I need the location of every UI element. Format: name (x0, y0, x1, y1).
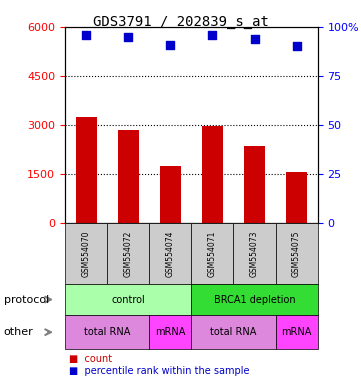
Text: other: other (4, 327, 33, 337)
Text: mRNA: mRNA (155, 327, 186, 337)
Point (294, 43, 300, 50)
Text: GDS3791 / 202839_s_at: GDS3791 / 202839_s_at (92, 15, 269, 29)
Text: ■  count: ■ count (69, 354, 112, 364)
Text: GSM554075: GSM554075 (292, 230, 301, 277)
Bar (286, 172, 307, 223)
Text: mRNA: mRNA (282, 327, 312, 337)
Text: total RNA: total RNA (84, 327, 130, 337)
Bar (160, 166, 181, 223)
Bar (118, 130, 139, 223)
Point (83, 31, 89, 38)
Text: BRCA1 depletion: BRCA1 depletion (214, 295, 295, 305)
Text: GSM554070: GSM554070 (82, 230, 91, 277)
Bar (244, 146, 265, 223)
Text: ■  percentile rank within the sample: ■ percentile rank within the sample (69, 366, 249, 376)
Text: GSM554072: GSM554072 (124, 230, 132, 276)
Text: GSM554071: GSM554071 (208, 230, 217, 276)
Point (252, 36, 257, 42)
Text: GSM554073: GSM554073 (250, 230, 259, 277)
Text: control: control (111, 295, 145, 305)
Text: GSM554074: GSM554074 (166, 230, 175, 277)
Bar (202, 126, 223, 223)
Text: total RNA: total RNA (210, 327, 257, 337)
Point (168, 41, 173, 48)
Point (125, 34, 131, 40)
Point (209, 31, 215, 38)
Text: protocol: protocol (4, 295, 49, 305)
Bar (75, 117, 96, 223)
